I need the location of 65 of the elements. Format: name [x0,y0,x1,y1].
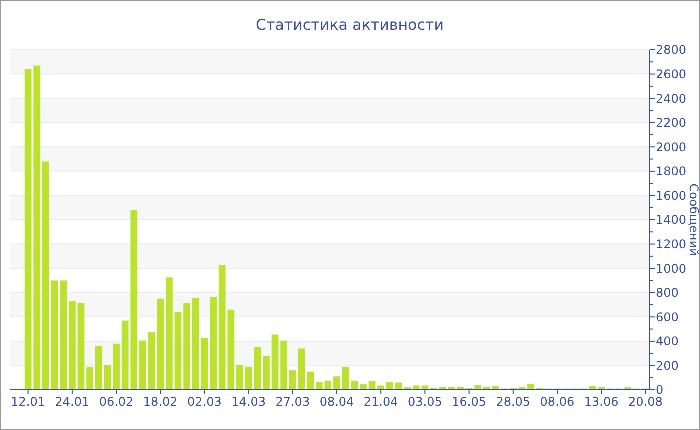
y-tick-label: 200 [656,358,679,373]
bar [104,365,112,390]
bar [386,382,394,390]
bar [42,162,50,390]
x-tick-label: 18.02 [143,395,178,409]
x-tick-label: 24.01 [55,395,90,409]
x-tick-label: 14.03 [232,395,266,409]
bar [95,346,102,390]
bar [236,365,244,390]
bar [60,280,68,390]
bar [254,348,262,390]
bar [78,303,85,390]
bar [140,340,146,390]
y-tick-label: 2200 [656,116,687,130]
y-tick-label: 400 [656,334,679,349]
bar [166,278,173,390]
x-tick-label: 03.05 [408,395,442,409]
y-tick-label: 1600 [656,188,687,203]
y-tick-label: 600 [656,310,679,324]
bar [298,348,306,390]
y-tick-label: 1200 [656,237,687,252]
bar [210,297,217,390]
y-axis-title: Сообщений [687,184,700,256]
bar [272,334,279,390]
x-tick-label: 28.05 [496,395,531,409]
y-tick-label: 2000 [656,140,687,154]
x-tick-label: 12.01 [11,395,46,409]
x-tick-label: 06.02 [99,395,134,409]
bar [184,303,191,390]
bar [86,366,94,390]
bar [68,301,76,390]
x-tick-label: 16.05 [452,395,486,409]
bar [245,366,252,390]
x-tick-label: 20.08 [628,395,663,409]
y-tick-label: 0 [656,383,664,398]
x-tick-label: 21.04 [364,395,398,409]
y-tick-label: 800 [656,286,679,300]
bar [174,312,182,390]
bar [307,372,314,390]
bar [395,382,402,390]
bar [192,298,200,390]
x-tick-label: 08.06 [540,395,575,409]
x-tick-label: 02.03 [188,395,222,409]
y-tick-label: 1400 [656,213,687,228]
y-tick-label: 2600 [656,67,687,82]
y-tick-label: 2400 [656,92,687,106]
bar [360,384,367,390]
y-tick-label: 1800 [656,164,687,179]
bar [280,340,288,390]
x-tick-label: 08.04 [320,395,354,409]
chart-title: Статистика активности [256,16,444,34]
y-tick-label: 2800 [656,43,687,58]
bar [528,384,534,390]
x-tick-label: 13.06 [584,395,619,409]
bar [113,344,120,390]
bar [334,376,340,390]
bar [263,356,270,390]
x-tick-label: 27.03 [276,395,310,409]
bar [157,298,164,390]
bar [201,338,208,390]
bar [148,332,156,390]
bar [474,385,482,390]
bar [289,370,296,390]
bar [51,280,58,390]
y-tick-label: 1000 [656,262,687,276]
